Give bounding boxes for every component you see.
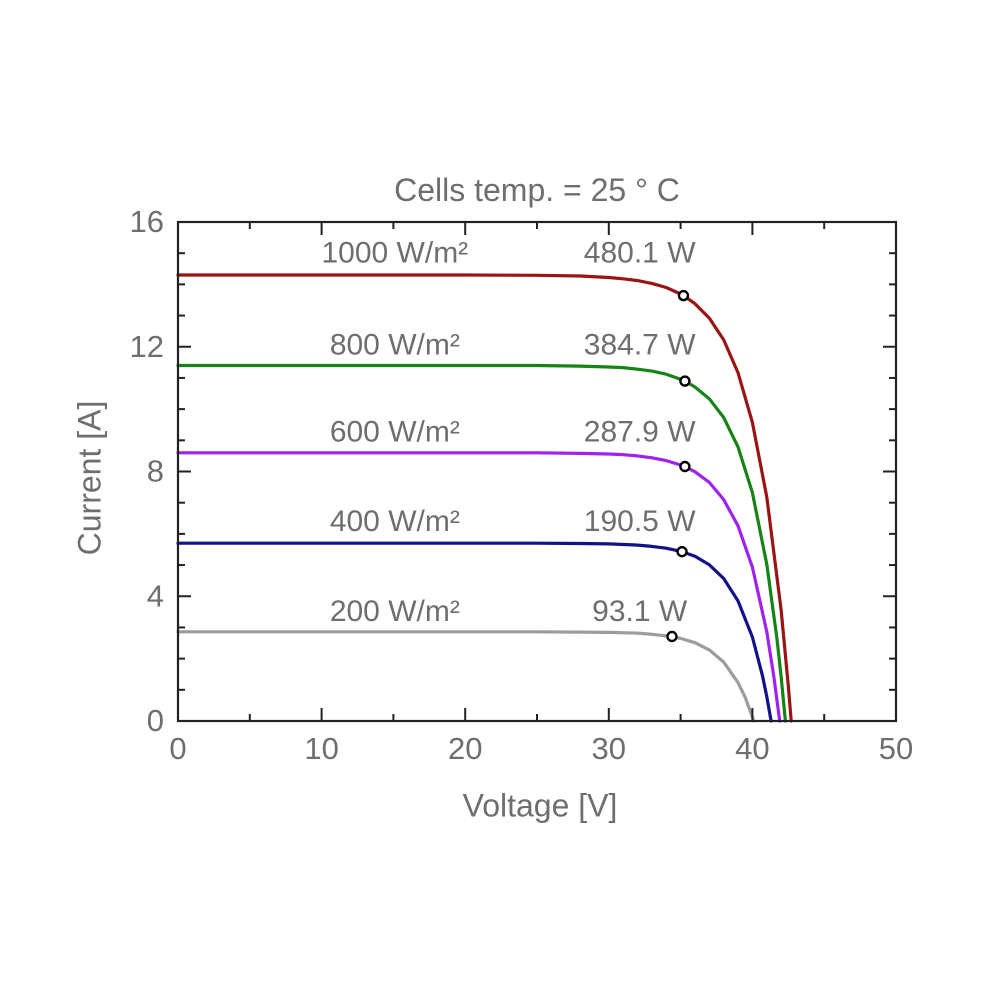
power-label-800: 384.7 W — [584, 328, 696, 361]
mpp-marker-800 — [679, 375, 691, 387]
x-tick-label-0: 0 — [169, 731, 186, 766]
y-axis-label: Current [A] — [71, 400, 108, 556]
mpp-marker-400 — [676, 545, 688, 558]
iv-curve-600 — [176, 451, 782, 723]
mpp-marker-1000 — [677, 289, 690, 302]
iv-curve-400 — [176, 541, 773, 723]
iv-curve-200 — [176, 630, 756, 723]
irradiance-label-800: 800 W/m² — [330, 328, 460, 361]
mpp-marker-200 — [666, 630, 678, 643]
y-tick-label-0: 0 — [147, 703, 164, 738]
y-tick-label-4: 4 — [147, 578, 164, 613]
y-tick-label-16: 16 — [130, 204, 164, 239]
x-tick-label-50: 50 — [879, 731, 913, 766]
irradiance-label-600: 600 W/m² — [330, 416, 460, 449]
y-tick-label-12: 12 — [130, 329, 164, 364]
power-label-600: 287.9 W — [584, 416, 696, 449]
irradiance-label-200: 200 W/m² — [330, 595, 460, 628]
power-label-200: 93.1 W — [592, 595, 688, 628]
power-label-1000: 480.1 W — [584, 237, 696, 270]
iv-curve-800 — [176, 363, 788, 723]
irradiance-label-400: 400 W/m² — [330, 505, 460, 538]
y-tick-label-8: 8 — [147, 454, 164, 489]
x-tick-label-10: 10 — [304, 731, 338, 766]
mpp-marker-600 — [679, 460, 691, 473]
chart-title: Cells temp. = 25 ° C — [394, 172, 680, 208]
x-tick-label-30: 30 — [592, 731, 626, 766]
power-label-400: 190.5 W — [584, 505, 696, 538]
axes-box — [176, 220, 898, 723]
iv-curve-1000 — [176, 273, 793, 723]
x-tick-label-40: 40 — [735, 731, 769, 766]
x-axis-label: Voltage [V] — [462, 787, 618, 824]
irradiance-label-1000: 1000 W/m² — [321, 237, 468, 270]
x-tick-label-20: 20 — [448, 731, 482, 766]
